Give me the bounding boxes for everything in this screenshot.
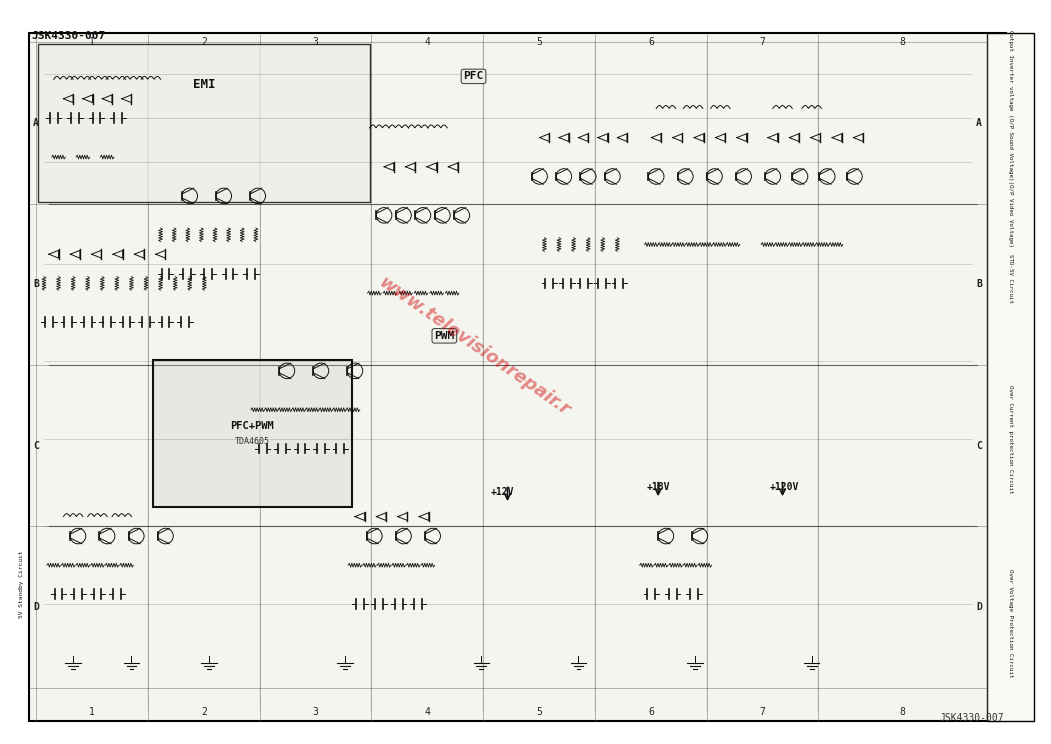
Bar bbox=[152, 360, 352, 507]
Text: 1: 1 bbox=[89, 707, 95, 716]
Bar bbox=[987, 33, 1034, 721]
Text: C: C bbox=[976, 440, 982, 451]
Text: 7: 7 bbox=[760, 36, 765, 47]
Text: 5V Standby Circuit: 5V Standby Circuit bbox=[19, 551, 24, 618]
Text: Over Current protection Circuit: Over Current protection Circuit bbox=[1008, 385, 1013, 493]
Text: 5: 5 bbox=[536, 707, 542, 716]
Text: C: C bbox=[34, 440, 39, 451]
Text: B: B bbox=[976, 279, 982, 289]
Text: 5: 5 bbox=[536, 36, 542, 47]
Text: D: D bbox=[34, 602, 39, 612]
Text: 7: 7 bbox=[760, 707, 765, 716]
Text: +120V: +120V bbox=[769, 482, 799, 493]
Text: 2: 2 bbox=[201, 707, 207, 716]
Text: 6: 6 bbox=[647, 36, 654, 47]
Text: JSK4330-007: JSK4330-007 bbox=[32, 31, 105, 41]
Text: 4: 4 bbox=[425, 707, 430, 716]
Text: Output Inverter voltage (O/P Sound Voltage)(O/P Video Voltage)  STD-5V Circuit: Output Inverter voltage (O/P Sound Volta… bbox=[1008, 31, 1013, 304]
Text: 3: 3 bbox=[312, 36, 318, 47]
Text: 4: 4 bbox=[425, 36, 430, 47]
Text: 6: 6 bbox=[647, 707, 654, 716]
Text: 8: 8 bbox=[900, 36, 906, 47]
Text: EMI: EMI bbox=[192, 77, 215, 91]
Text: PFC+PWM: PFC+PWM bbox=[230, 421, 274, 431]
Text: PFC: PFC bbox=[463, 71, 483, 81]
Text: 2: 2 bbox=[201, 36, 207, 47]
Text: 3: 3 bbox=[312, 707, 318, 716]
Text: Over Voltage Protection Circuit: Over Voltage Protection Circuit bbox=[1008, 569, 1013, 678]
Text: www.televisionrepair.r: www.televisionrepair.r bbox=[375, 273, 574, 420]
Text: +18V: +18V bbox=[646, 482, 669, 493]
Text: +12V: +12V bbox=[491, 487, 514, 497]
Text: PWM: PWM bbox=[434, 331, 454, 341]
Text: A: A bbox=[976, 118, 982, 128]
Text: 1: 1 bbox=[89, 36, 95, 47]
Text: D: D bbox=[976, 602, 982, 612]
Bar bbox=[38, 45, 370, 202]
Text: A: A bbox=[34, 118, 39, 128]
Text: B: B bbox=[34, 279, 39, 289]
Text: TDA4605: TDA4605 bbox=[235, 437, 270, 446]
Text: 8: 8 bbox=[900, 707, 906, 716]
Text: JSK4330-007: JSK4330-007 bbox=[940, 713, 1004, 722]
